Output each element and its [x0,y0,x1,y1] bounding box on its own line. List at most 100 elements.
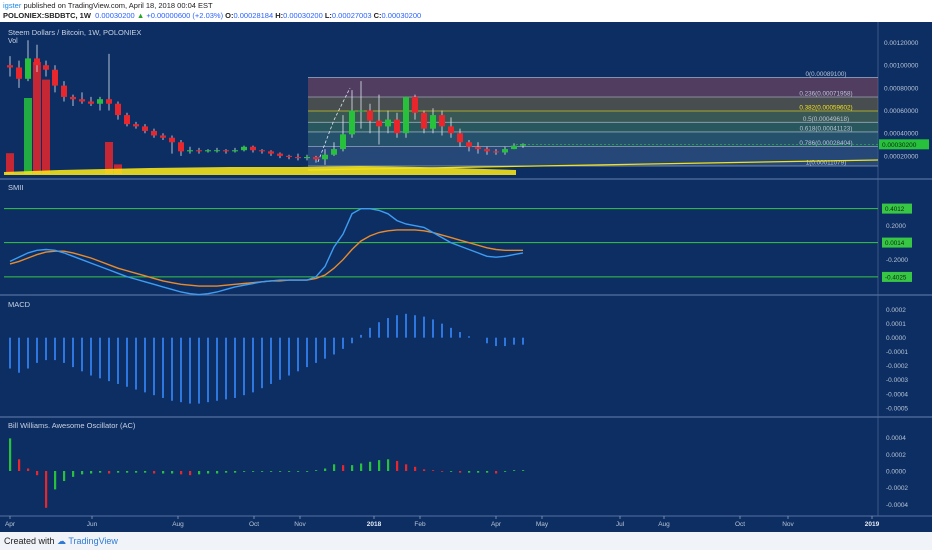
macd-bar [432,319,434,338]
macd-bar [324,337,326,359]
candle-body [439,115,445,127]
macd-axis-tick: 0.0000 [886,335,906,342]
ac-bar [9,438,12,471]
ac-bar [153,471,156,474]
ac-bar [369,461,372,471]
macd-axis-tick: -0.0001 [886,349,908,356]
macd-bar [144,337,146,393]
candle-body [313,157,319,160]
macd-bar [72,337,74,368]
high-value: 0.00030200 [283,11,323,20]
macd-bar [126,337,128,387]
fib-zone [308,122,878,132]
ac-bar [279,471,282,472]
ac-axis-tick: 0.0000 [886,469,906,476]
candle-body [142,126,148,131]
x-axis-tick-label: Oct [249,521,259,528]
ac-bar [387,459,390,471]
candle-body [502,149,508,153]
macd-axis-tick: 0.0002 [886,307,906,314]
smii-axis-tick: 0.2000 [886,223,906,230]
ac-bar [396,460,399,471]
smii-level-label: -0.4025 [885,274,907,281]
ac-bar [414,466,417,471]
ac-bar [234,471,237,473]
macd-bar [396,315,398,338]
ac-axis-tick: -0.0004 [886,502,908,509]
ac-bar [306,471,309,472]
ac-bar [450,471,453,472]
ac-bar [324,468,327,471]
macd-bar [405,313,407,338]
smii-level-tag [882,271,912,282]
macd-bar [279,337,281,380]
x-axis-tick-label: Nov [782,521,794,528]
fib-zone [308,131,878,147]
macd-pane-title: MACD [8,300,31,309]
candle-body [115,103,121,116]
macd-bar [459,332,461,338]
macd-bar [18,337,20,373]
candle-body [34,58,40,66]
tradingview-logo-icon[interactable]: ☁ [57,536,67,546]
trend-line [307,159,879,171]
candle-body [232,150,238,152]
x-axis-tick-label: Aug [172,521,184,528]
smii-level-tag [882,203,912,214]
macd-bar [495,337,497,347]
ac-bar [63,471,66,482]
candle-body [511,145,517,150]
x-axis-tick-label: Jul [616,521,625,528]
macd-axis-tick: 0.0001 [886,321,906,328]
ac-bar [297,471,300,472]
smii-level-label: 0.4012 [885,206,905,213]
macd-bar [360,334,362,338]
macd-bar [27,337,29,369]
ac-bar [117,471,120,473]
candle-body [43,65,49,70]
macd-bar [90,337,92,376]
candle-body [295,157,301,159]
candle-body [88,101,94,104]
macd-bar [162,337,164,398]
smii-main-line [9,208,524,296]
ac-bar [27,468,30,471]
macd-bar [135,337,137,390]
macd-bar [369,327,371,338]
candle-body [70,96,76,100]
candle-body [160,135,166,138]
candle-body [61,85,67,97]
last-price: 0.00030200 [95,11,135,20]
ac-bar [171,471,174,474]
macd-bar [9,337,11,369]
macd-axis-tick: -0.0003 [886,377,908,384]
candle-body [214,150,220,152]
candle-body [133,124,139,127]
brand-text[interactable]: TradingView [68,536,118,546]
publisher-link[interactable]: igster [3,1,22,10]
close-value: 0.00030200 [381,11,422,20]
macd-bar [288,337,290,376]
candle-body [367,110,373,121]
candle-body [7,65,13,68]
macd-bar [216,337,218,401]
fib-zone [308,146,878,166]
price-pane-title: Steem Dollars / Bitcoin, 1W, POLONIEX [8,28,141,37]
ac-bar [90,471,93,474]
chart-canvas[interactable]: Steem Dollars / Bitcoin, 1W, POLONIEXVol… [0,22,932,532]
macd-bar [63,337,65,363]
macd-bar [423,316,425,338]
ac-bar [351,465,354,471]
fib-level-label: 0.786(0.00028404) [799,140,852,147]
ac-bar [18,459,21,471]
macd-bar [450,327,452,338]
ac-bar [54,471,57,490]
candle-body [376,120,382,127]
volume-bar [6,153,14,174]
volume-bar [42,79,50,174]
candle-body [412,96,418,113]
x-axis-tick-label: Nov [294,521,306,528]
candle-body [304,157,310,159]
candle-body [196,150,202,152]
candle-body [25,58,31,79]
